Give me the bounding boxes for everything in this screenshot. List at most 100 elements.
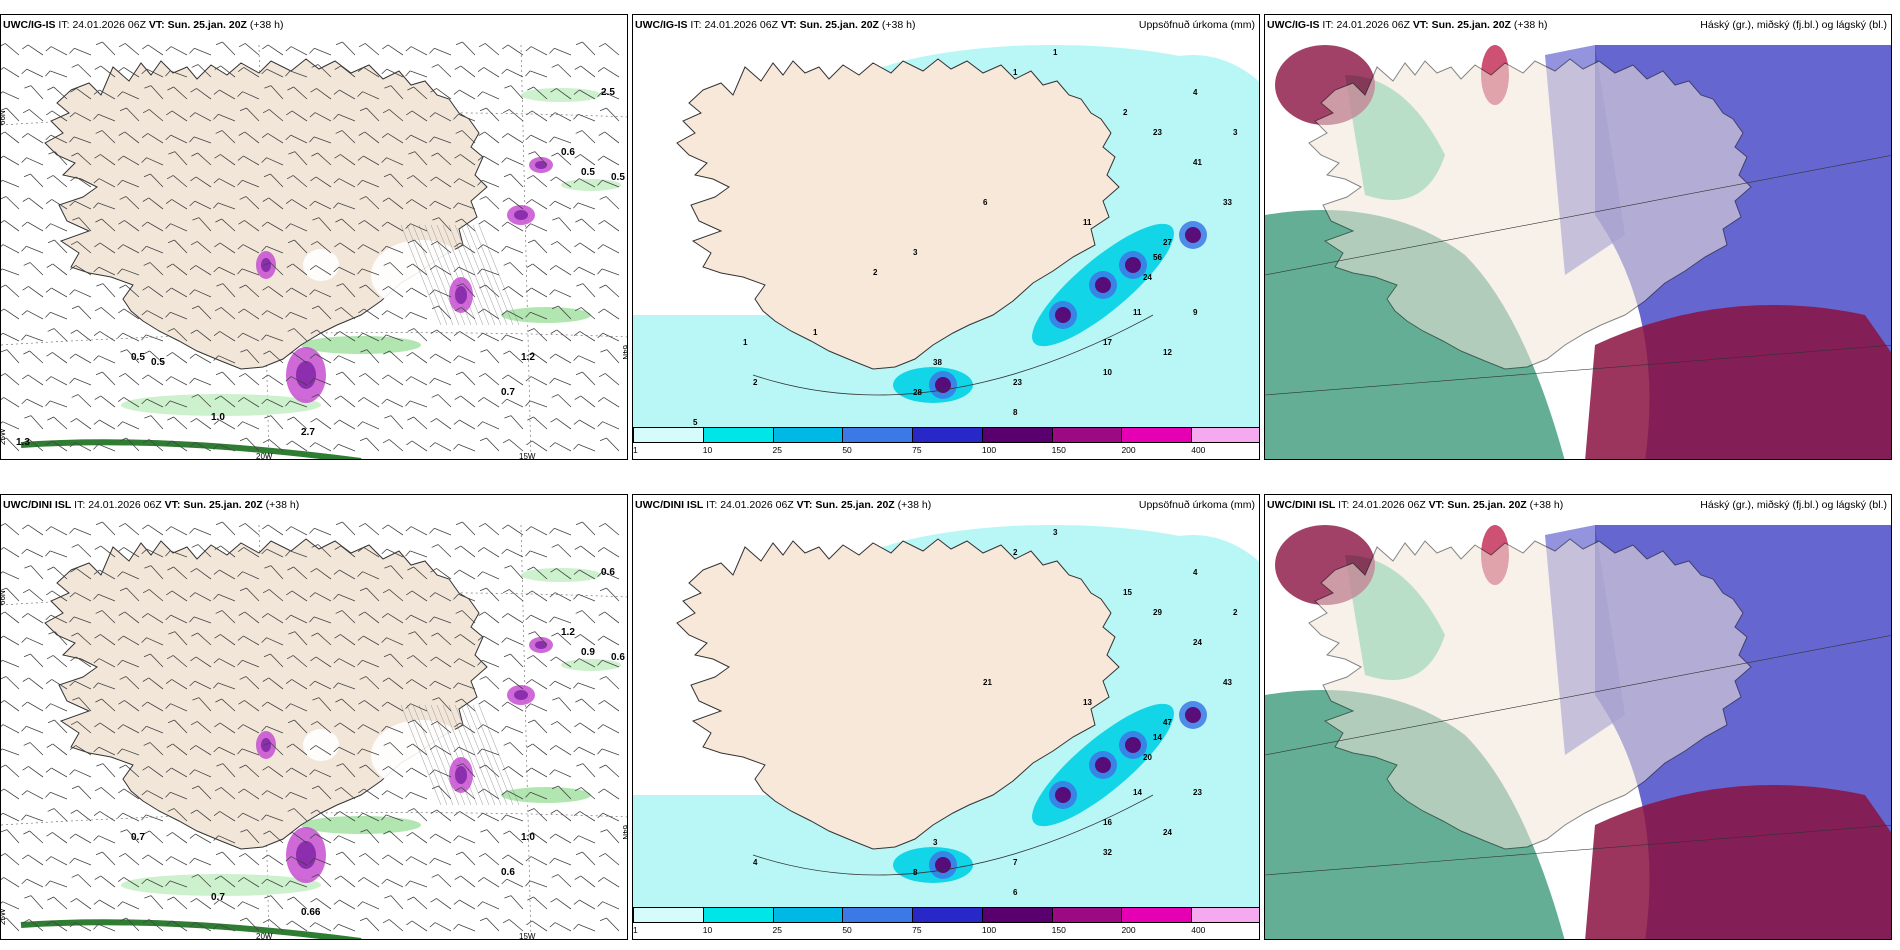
wind-value-label: 2.5 bbox=[601, 87, 615, 98]
wind-value-label: 0.7 bbox=[211, 892, 225, 903]
wind-value-label: 0.66 bbox=[301, 907, 321, 918]
precip-value-label: 3 bbox=[1233, 128, 1238, 137]
precip-value-label: 8 bbox=[1013, 408, 1018, 417]
cloud-map-panel-top: UWC/IG-IS IT: 24.01.2026 06Z VT: Sun. 25… bbox=[1264, 14, 1892, 460]
lon-label-15w: 15W bbox=[519, 452, 536, 460]
colorbar-tick-label: 25 bbox=[772, 925, 783, 935]
precip-value-label: 2 bbox=[873, 268, 878, 277]
wind-shear-band bbox=[521, 88, 601, 102]
precip-value-label: 38 bbox=[933, 358, 942, 367]
lon-label-25w: 25W bbox=[1, 428, 7, 445]
precip-value-label: 4 bbox=[1193, 88, 1198, 97]
lat-label-66n: 66N bbox=[1, 110, 7, 125]
precip-value-label: 3 bbox=[933, 838, 938, 847]
colorbar-swatch bbox=[842, 907, 914, 923]
precip-value-label: 6 bbox=[1013, 888, 1018, 897]
precip-value-label: 32 bbox=[1103, 848, 1112, 857]
precip-value-label: 17 bbox=[1103, 338, 1112, 347]
cloud-title: Háský (gr.), miðský (fj.bl.) og lágský (… bbox=[1700, 19, 1887, 31]
precip-value-label: 14 bbox=[1133, 788, 1142, 797]
wind-value-label: 0.7 bbox=[131, 832, 145, 843]
colorbar-tick-label: 400 bbox=[1191, 445, 1206, 455]
wind-map-panel-bottom: UWC/DINI ISL IT: 24.01.2026 06Z VT: Sun.… bbox=[0, 494, 628, 940]
wind-value-label: 0.5 bbox=[611, 172, 625, 183]
precip-value-label: 23 bbox=[1153, 128, 1162, 137]
precip-value-label: 47 bbox=[1163, 718, 1172, 727]
cloud-map bbox=[1265, 15, 1891, 459]
lon-label-15w: 15W bbox=[519, 932, 536, 940]
wind-value-label: 0.7 bbox=[501, 387, 515, 398]
wind-shear-band bbox=[501, 787, 591, 803]
panel-header: UWC/IG-IS IT: 24.01.2026 06Z VT: Sun. 25… bbox=[635, 19, 916, 31]
precip-value-label: 20 bbox=[1143, 753, 1152, 762]
wind-shear-band bbox=[121, 874, 321, 896]
precip-value-label: 4 bbox=[753, 858, 758, 867]
precip-map-panel-bottom: UWC/DINI ISL IT: 24.01.2026 06Z VT: Sun.… bbox=[632, 494, 1260, 940]
precip-value-label: 2 bbox=[1123, 108, 1128, 117]
colorbar-swatch bbox=[912, 427, 983, 443]
precip-value-label: 1 bbox=[1053, 48, 1058, 57]
colorbar-swatch bbox=[981, 427, 1053, 443]
precip-value-label: 24 bbox=[1163, 828, 1172, 837]
wind-barbs bbox=[1, 41, 620, 452]
wind-value-label: 0.6 bbox=[601, 567, 615, 578]
precip-value-label: 8 bbox=[913, 868, 918, 877]
precip-value-label: 11 bbox=[1083, 218, 1092, 227]
colorbar-swatch bbox=[1121, 427, 1193, 443]
precip-value-label: 23 bbox=[1013, 378, 1022, 387]
iceland-landmass bbox=[44, 58, 488, 370]
wind-value-label: 1.2 bbox=[521, 352, 535, 363]
wind-value-label: 1.3 bbox=[16, 437, 30, 448]
wind-value-label: 1.0 bbox=[211, 412, 225, 423]
precip-value-label: 1 bbox=[1013, 68, 1018, 77]
precip-value-label: 3 bbox=[913, 248, 918, 257]
colorbar-swatch bbox=[702, 907, 774, 923]
precip-colorbar: 1 10 25 50 75 100 150 200 400 bbox=[633, 427, 1259, 459]
wind-map: 66N 64N 25W 20W 15W 2.5 0.5 0.6 0.5 0.5 1.2 0.7 1.0 2… bbox=[1, 41, 628, 460]
precip-value-label: 3 bbox=[1053, 528, 1058, 537]
colorbar-swatch bbox=[1191, 907, 1259, 923]
lat-label-64n: 64N bbox=[621, 345, 628, 360]
wind-shear-band bbox=[301, 336, 421, 354]
colorbar-swatch bbox=[842, 427, 914, 443]
precip-value-label: 21 bbox=[983, 678, 992, 687]
panel-header: UWC/DINI ISL IT: 24.01.2026 06Z VT: Sun.… bbox=[1267, 499, 1564, 511]
high-cloud-layer bbox=[1585, 305, 1891, 459]
wind-shear-band bbox=[301, 816, 421, 834]
precip-value-label: 24 bbox=[1143, 273, 1152, 282]
colorbar-tick-label: 50 bbox=[842, 925, 852, 935]
precip-value-label: 9 bbox=[1193, 308, 1198, 317]
precip-map: 1143262341332711562411917121023817382821… bbox=[633, 45, 1259, 437]
wind-value-label: 0.5 bbox=[131, 352, 145, 363]
lon-label-25w: 25W bbox=[1, 908, 7, 925]
colorbar-swatch bbox=[772, 907, 844, 923]
colorbar-tick-label: 400 bbox=[1191, 925, 1206, 935]
colorbar-swatch bbox=[981, 907, 1053, 923]
precip-value-label: 6 bbox=[983, 198, 988, 207]
colorbar-tick-label: 200 bbox=[1121, 925, 1136, 935]
panel-header: UWC/DINI ISL IT: 24.01.2026 06Z VT: Sun.… bbox=[3, 499, 300, 511]
precip-value-label: 5 bbox=[693, 418, 698, 427]
colorbar-swatch bbox=[1191, 427, 1259, 443]
precip-value-label: 2 bbox=[1233, 608, 1238, 617]
iceland-landmass bbox=[676, 58, 1120, 370]
wind-shear-band bbox=[121, 394, 321, 416]
precip-value-label: 15 bbox=[1123, 588, 1132, 597]
wind-map-panel-top: UWC/IG-IS IT: 24.01.2026 06Z VT: Sun. 25… bbox=[0, 14, 628, 460]
precip-value-label: 33 bbox=[1223, 198, 1232, 207]
precip-value-label: 12 bbox=[1163, 348, 1172, 357]
cloud-map bbox=[1265, 495, 1891, 939]
precip-title: Uppsöfnuð úrkoma (mm) bbox=[1138, 19, 1255, 31]
high-cloud-layer bbox=[1585, 785, 1891, 939]
colorbar-tick-label: 50 bbox=[842, 445, 852, 455]
wind-value-label: 0.5 bbox=[581, 167, 595, 178]
lat-label-64n: 64N bbox=[621, 825, 628, 840]
precip-colorbar: 1 10 25 50 75 100 150 200 400 bbox=[633, 907, 1259, 939]
colorbar-tick-label: 1 bbox=[633, 445, 638, 455]
iceland-landmass bbox=[676, 538, 1120, 850]
wind-value-label: 0.6 bbox=[611, 652, 625, 663]
precip-value-label: 28 bbox=[913, 388, 922, 397]
iceland-landmass bbox=[44, 538, 488, 850]
iceland-landmass bbox=[1308, 58, 1752, 370]
precip-value-label: 56 bbox=[1153, 253, 1162, 262]
